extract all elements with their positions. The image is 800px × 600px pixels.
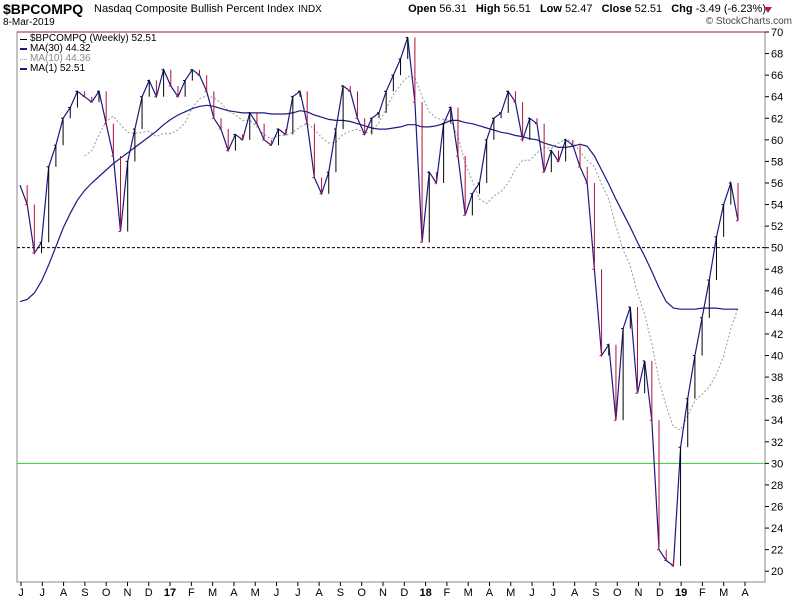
y-tick-label: 56 [771, 178, 783, 190]
legend-ma1-label: MA(1) 52.51 [30, 63, 86, 74]
down-triangle-icon [764, 7, 772, 13]
x-tick-label: O [613, 587, 622, 599]
open-label: Open [408, 3, 437, 15]
x-tick-label: S [337, 587, 344, 599]
y-tick-label: 46 [771, 286, 783, 298]
y-tick-label: 40 [771, 351, 783, 363]
ma30-line [19, 104, 738, 310]
x-tick-label: A [486, 587, 494, 599]
y-tick-label: 38 [771, 372, 783, 384]
x-tick-label: A [60, 587, 68, 599]
x-tick-label: N [379, 587, 387, 599]
y-tick-label: 60 [771, 135, 783, 147]
x-tick-label: O [357, 587, 366, 599]
x-tick-label: M [464, 587, 473, 599]
y-tick-label: 22 [771, 545, 783, 557]
quote-summary: Open 56.31 High 56.51 Low 52.47 Close 52… [408, 3, 766, 15]
x-tick-label: S [81, 587, 88, 599]
x-tick-label: A [230, 587, 238, 599]
plot-frame [16, 31, 766, 583]
index-description: Nasdaq Composite Bullish Percent Index IN… [94, 3, 322, 15]
chart-subheader: 8-Mar-2019 © StockCharts.com [0, 16, 800, 29]
chart-header: $BPCOMPQ Nasdaq Composite Bullish Percen… [0, 0, 800, 17]
symbol: $BPCOMPQ [3, 1, 84, 17]
y-tick-label: 68 [771, 49, 783, 61]
y-tick-label: 62 [771, 113, 783, 125]
description-text: Nasdaq Composite Bullish Percent Index [94, 3, 294, 15]
legend-ma10: MA(10) 44.36 [20, 54, 157, 64]
x-tick-label: M [506, 587, 515, 599]
legend-ma10-label: MA(10) 44.36 [30, 53, 91, 64]
x-tick-label: J [274, 587, 280, 599]
x-tick-label: 17 [164, 587, 176, 599]
legend-price: $BPCOMPQ (Weekly) 52.51 [20, 34, 157, 44]
legend-swatch-ma10 [20, 58, 27, 60]
x-tick-label: D [145, 587, 153, 599]
x-tick-label: J [18, 587, 24, 599]
high-label: High [475, 3, 501, 15]
x-tick-label: A [315, 587, 323, 599]
x-tick-label: F [444, 587, 451, 599]
chg-label: Chg [671, 3, 693, 15]
y-tick-label: 48 [771, 264, 783, 276]
y-tick-label: 34 [771, 415, 783, 427]
y-tick-label: 64 [771, 92, 783, 104]
close-value: 52.51 [634, 3, 663, 15]
legend-swatch-ma1 [20, 68, 27, 70]
x-tick-label: N [635, 587, 643, 599]
y-tick-label: 50 [771, 243, 783, 255]
y-tick-label: 26 [771, 502, 783, 514]
x-tick-label: 19 [675, 587, 687, 599]
x-tick-label: J [295, 587, 301, 599]
y-tick-label: 36 [771, 394, 783, 406]
x-tick-label: N [123, 587, 131, 599]
x-tick-label: D [400, 587, 408, 599]
y-tick-label: 66 [771, 70, 783, 82]
legend-ma1: MA(1) 52.51 [20, 64, 157, 74]
x-tick-label: O [102, 587, 111, 599]
high-value: 56.51 [503, 3, 531, 15]
x-tick-label: A [571, 587, 579, 599]
x-tick-label: M [251, 587, 260, 599]
chart-date: 8-Mar-2019 [3, 17, 55, 28]
y-tick-label: 42 [771, 329, 783, 341]
x-tick-label: M [208, 587, 217, 599]
close-label: Close [601, 3, 632, 15]
y-tick-label: 70 [771, 27, 783, 39]
legend-price-label: $BPCOMPQ (Weekly) 52.51 [30, 33, 157, 44]
legend-swatch-price [20, 38, 27, 40]
y-tick-label: 32 [771, 437, 783, 449]
x-tick-label: S [592, 587, 599, 599]
legend-swatch-ma30 [20, 48, 27, 50]
exchange: INDX [297, 4, 322, 15]
y-tick-label: 44 [771, 307, 783, 319]
x-tick-label: 18 [419, 587, 431, 599]
chart-legend: $BPCOMPQ (Weekly) 52.51 MA(30) 44.32 MA(… [20, 34, 157, 74]
y-tick-label: 20 [771, 566, 783, 578]
y-tick-label: 52 [771, 221, 783, 233]
y-tick-label: 54 [771, 200, 783, 212]
copyright: © StockCharts.com [705, 16, 792, 27]
x-tick-label: J [529, 587, 535, 599]
x-tick-label: J [40, 587, 46, 599]
low-label: Low [539, 3, 562, 15]
y-tick-label: 28 [771, 480, 783, 492]
ma10-line [84, 75, 739, 431]
x-tick-label: F [699, 587, 706, 599]
x-tick-label: A [741, 587, 749, 599]
y-tick-label: 30 [771, 458, 783, 470]
y-tick-label: 24 [771, 523, 783, 535]
y-tick-label: 58 [771, 156, 783, 168]
chg-value: -3.49 (-6.23%) [695, 3, 766, 15]
x-tick-label: F [188, 587, 195, 599]
legend-ma30: MA(30) 44.32 [20, 44, 157, 54]
open-value: 56.31 [439, 3, 467, 15]
low-value: 52.47 [565, 3, 593, 15]
legend-ma30-label: MA(30) 44.32 [30, 43, 91, 54]
x-tick-label: J [551, 587, 557, 599]
x-tick-label: D [656, 587, 664, 599]
x-tick-label: M [719, 587, 728, 599]
